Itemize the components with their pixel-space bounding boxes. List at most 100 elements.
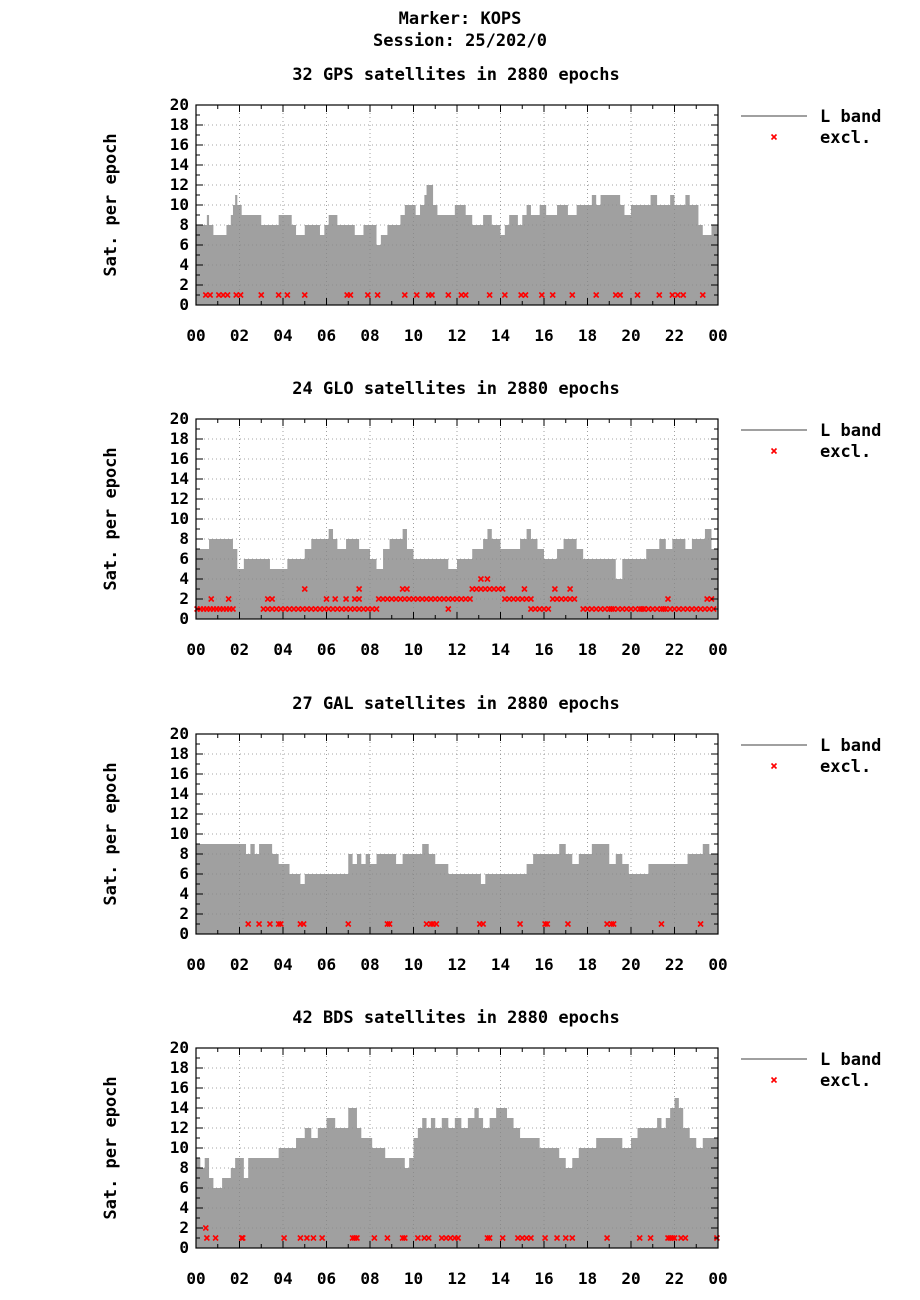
x-tick-label: 22 [665, 640, 684, 659]
excl-marker [486, 291, 493, 299]
excl-marker [562, 1234, 569, 1242]
excl-marker [544, 920, 551, 928]
excl-marker [553, 1234, 561, 1242]
y-tick-label: 0 [179, 924, 189, 943]
excl-marker [697, 920, 704, 928]
x-tick-label: 14 [491, 1269, 510, 1288]
x-tick-label: 16 [534, 640, 553, 659]
y-axis-label: Sat. per epoch [101, 762, 121, 905]
y-tick-label: 6 [179, 549, 189, 568]
excl-marker [237, 291, 244, 299]
y-tick-label: 4 [179, 884, 189, 903]
excl-marker [323, 595, 330, 603]
x-tick-label: 00 [186, 326, 205, 345]
legend-excl-label: excl. [820, 1071, 871, 1091]
excl-marker [353, 1234, 361, 1242]
x-tick-label: 04 [273, 326, 292, 345]
y-tick-label: 2 [179, 275, 189, 294]
excl-marker [669, 291, 676, 299]
excl-marker [674, 291, 681, 299]
excl-marker [356, 595, 363, 603]
excl-marker [225, 595, 232, 603]
y-tick-label: 12 [170, 804, 189, 823]
excl-marker [428, 291, 436, 299]
excl-marker [202, 1224, 209, 1232]
excl-marker [569, 291, 576, 299]
excl-marker [300, 920, 307, 928]
x-tick-label: 00 [186, 640, 205, 659]
excl-marker [433, 920, 440, 928]
excl-marker [455, 1234, 462, 1242]
legend-excl-label: excl. [820, 757, 871, 777]
x-tick-label: 12 [447, 1269, 466, 1288]
x-tick-label: 10 [404, 955, 423, 974]
y-axis-label: Sat. per epoch [101, 447, 121, 590]
excl-marker [671, 1234, 678, 1242]
legend-series-label: L band [820, 107, 881, 127]
excl-marker [636, 1234, 643, 1242]
y-tick-label: 12 [170, 175, 189, 194]
excl-marker [486, 1234, 493, 1242]
y-tick-label: 4 [179, 255, 189, 274]
excl-marker [373, 605, 380, 613]
excl-marker [480, 920, 487, 928]
x-tick-label: 22 [665, 1269, 684, 1288]
legend-series-label: L band [820, 1050, 881, 1070]
legend-excl-swatch [770, 133, 778, 141]
x-tick-label: 20 [621, 955, 640, 974]
y-tick-label: 10 [170, 1138, 189, 1157]
excl-marker [297, 1234, 304, 1242]
excl-marker [669, 1234, 676, 1242]
marker-title: Marker: KOPS [398, 9, 522, 29]
y-axis-label: Sat. per epoch [101, 133, 121, 276]
x-tick-label: 06 [317, 640, 336, 659]
y-tick-label: 4 [179, 1198, 189, 1217]
excl-marker [269, 595, 276, 603]
x-tick-label: 02 [230, 955, 249, 974]
chart-title: 24 GLO satellites in 2880 epochs [292, 379, 620, 399]
x-tick-label: 08 [360, 326, 379, 345]
y-tick-label: 20 [170, 1038, 189, 1057]
excl-marker [660, 605, 667, 613]
excl-marker [545, 605, 552, 613]
excl-marker [710, 605, 717, 613]
excl-marker [301, 291, 308, 299]
excl-marker [638, 605, 645, 613]
y-tick-label: 10 [170, 509, 189, 528]
excl-marker [645, 605, 652, 613]
y-tick-label: 20 [170, 409, 189, 428]
x-tick-label: 08 [360, 640, 379, 659]
excl-marker [445, 605, 452, 613]
x-tick-label: 16 [534, 1269, 553, 1288]
excl-marker [281, 1234, 288, 1242]
excl-marker [501, 291, 508, 299]
excl-marker [551, 585, 558, 593]
excl-marker [427, 920, 434, 928]
excl-marker [345, 920, 352, 928]
y-tick-label: 14 [170, 784, 189, 803]
x-tick-label: 00 [708, 1269, 727, 1288]
x-tick-label: 04 [273, 640, 292, 659]
chart-panel-1: 24 GLO satellites in 2880 epochs02468101… [101, 379, 881, 659]
x-tick-label: 20 [621, 326, 640, 345]
x-tick-label: 18 [578, 1269, 597, 1288]
excl-marker [413, 291, 420, 299]
x-tick-label: 08 [360, 955, 379, 974]
x-tick-label: 02 [230, 326, 249, 345]
excl-marker [347, 291, 354, 299]
y-tick-label: 6 [179, 864, 189, 883]
x-tick-label: 18 [578, 326, 597, 345]
y-tick-label: 2 [179, 904, 189, 923]
excl-marker [699, 291, 706, 299]
x-tick-label: 14 [491, 955, 510, 974]
x-tick-label: 00 [708, 955, 727, 974]
excl-marker [656, 291, 663, 299]
excl-marker [549, 291, 556, 299]
excl-marker [425, 1234, 432, 1242]
y-tick-label: 14 [170, 1098, 189, 1117]
excl-marker [343, 595, 350, 603]
excl-marker [462, 291, 469, 299]
x-tick-label: 14 [491, 326, 510, 345]
x-tick-label: 10 [404, 640, 423, 659]
